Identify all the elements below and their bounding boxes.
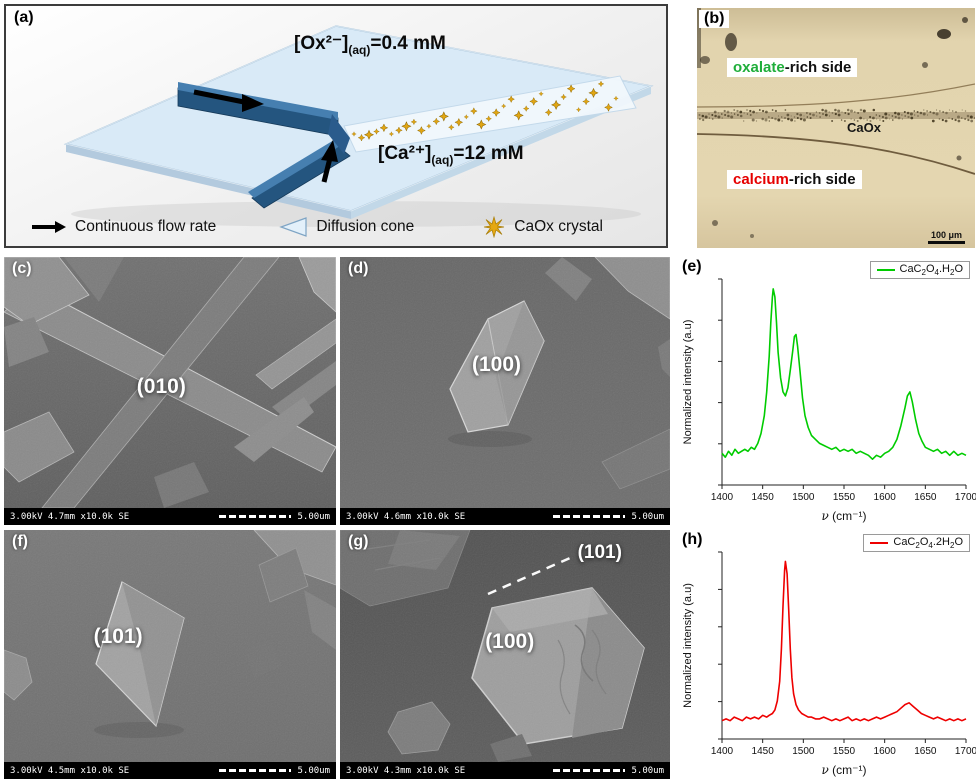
legend-line-swatch: [870, 542, 889, 545]
sem-panel-d: (d) (100) 3.00kV 4.6mm x10.0k SE 5.00um: [340, 257, 670, 525]
oxalate-value: =0.4 mM: [370, 33, 446, 54]
svg-text:1550: 1550: [833, 492, 856, 503]
svg-text:1500: 1500: [792, 746, 815, 757]
scale-label: 5.00um: [631, 765, 664, 776]
crystal-face-100-label: (100): [485, 629, 535, 653]
oxalate-ion: [Ox²⁻]: [294, 33, 349, 54]
crystal-face-101-label: (101): [93, 624, 143, 648]
svg-text:Normalized intensity (a.u): Normalized intensity (a.u): [682, 320, 694, 445]
aq-subscript: (aq): [431, 153, 454, 167]
oxalate-rest: -rich side: [784, 59, 852, 76]
sem-settings-text: 3.00kV 4.3mm x10.0k SE: [346, 765, 466, 776]
panel-label-d: (d): [348, 260, 369, 277]
calcium-rest: -rich side: [788, 171, 856, 188]
microfluidic-chip-art: [63, 25, 654, 227]
sem-info-bar: 3.00kV 4.3mm x10.0k SE 5.00um: [340, 762, 670, 779]
crystal-face-100-label: (100): [472, 353, 522, 377]
calcium-word: calcium: [733, 171, 789, 188]
oxalate-word: oxalate: [733, 59, 785, 76]
panel-label-f: (f): [12, 533, 28, 550]
panel-label-a: (a): [14, 9, 34, 26]
scale-label: 5.00um: [297, 765, 330, 776]
channel-micrograph-art: [697, 8, 975, 238]
sem-info-bar: 3.00kV 4.5mm x10.0k SE 5.00um: [4, 762, 336, 779]
flow-arrow-icon: [32, 221, 66, 233]
sem-image-d: [340, 257, 670, 508]
legend-text-crystal: CaOx crystal: [514, 218, 603, 235]
oxalate-side-label: oxalate-rich side: [727, 58, 858, 77]
raman-plot-h: 1400 1450 1500 1550 1600 1650 1700 ν (cm⁻¹) Norm…: [680, 530, 978, 779]
sem-panel-g: (g) (100) (101) 3.00kV 4.3mm x10.0k SE 5…: [340, 530, 670, 779]
scale-ruler: [553, 515, 626, 518]
aq-subscript: (aq): [348, 43, 371, 57]
svg-text:ν (cm⁻¹): ν (cm⁻¹): [822, 509, 867, 523]
sem-info-bar: 3.00kV 4.6mm x10.0k SE 5.00um: [340, 508, 670, 525]
panel-label-g: (g): [348, 533, 369, 550]
legend-line-swatch: [876, 269, 895, 272]
crystal-face-010-label: (010): [136, 374, 186, 398]
calcium-ion: [Ca²⁺]: [378, 143, 432, 164]
chart-legend-h: CaC2O4.2H2O: [863, 534, 970, 553]
scale-ruler: [553, 769, 626, 772]
caox-crystal-icon: [483, 216, 505, 238]
panel-label-c: (c): [12, 260, 32, 277]
legend-label: CaC2O4.H2O: [899, 263, 964, 278]
svg-text:1700: 1700: [955, 746, 976, 757]
chart-legend-e: CaC2O4.H2O: [869, 261, 970, 280]
scale-ruler: [219, 769, 292, 772]
calcium-side-label: calcium-rich side: [727, 170, 862, 189]
svg-text:1700: 1700: [955, 492, 976, 503]
sem-info-bar: 3.00kV 4.7mm x10.0k SE 5.00um: [4, 508, 336, 525]
crystal-face-101-label: (101): [577, 542, 622, 564]
calcium-value: =12 mM: [453, 143, 524, 164]
sem-settings-text: 3.00kV 4.6mm x10.0k SE: [346, 511, 466, 522]
svg-text:1400: 1400: [711, 746, 734, 757]
svg-text:1450: 1450: [752, 492, 775, 503]
raman-plot-e: 1400 1450 1500 1550 1600 1650 1700 ν (cm⁻¹) Norm…: [680, 257, 978, 525]
svg-text:1600: 1600: [874, 492, 897, 503]
panel-label-b: (b): [699, 10, 730, 28]
panel-b-micrograph: (b) oxalate-rich side CaOx calcium-rich …: [697, 8, 975, 248]
sem-settings-text: 3.00kV 4.5mm x10.0k SE: [10, 765, 130, 776]
raman-chart-monohydrate: 1400 1450 1500 1550 1600 1650 1700 ν (cm⁻¹) Norm…: [680, 257, 978, 525]
diffusion-cone-icon: [279, 217, 307, 237]
raman-chart-dihydrate: 1400 1450 1500 1550 1600 1650 1700 ν (cm⁻¹) Norm…: [680, 530, 978, 779]
scale-ruler: [219, 515, 292, 518]
legend-text-cone: Diffusion cone: [316, 218, 415, 235]
oxalate-concentration-label: [Ox²⁻](aq)=0.4 mM: [294, 32, 446, 57]
panel-label-e: (e): [682, 258, 702, 275]
svg-text:1400: 1400: [711, 492, 734, 503]
caox-channel-label: CaOx: [847, 120, 881, 135]
sem-image-c: [4, 257, 336, 508]
panel-label-h: (h): [682, 531, 703, 548]
legend-text-flow: Continuous flow rate: [75, 218, 217, 235]
scale-bar-100um: 100 μm: [927, 230, 965, 244]
panel-a-schematic: (a) [Ox²⁻](aq)=0.4 mM [Ca²⁺](aq)=12 mM C…: [4, 4, 668, 248]
sem-image-g: [340, 530, 670, 762]
calcium-concentration-label: [Ca²⁺](aq)=12 mM: [378, 142, 524, 167]
sem-settings-text: 3.00kV 4.7mm x10.0k SE: [10, 511, 130, 522]
svg-text:1500: 1500: [792, 492, 815, 503]
svg-text:1650: 1650: [914, 746, 937, 757]
schematic-legend: Continuous flow rate Diffusion cone CaOx…: [32, 216, 658, 238]
svg-text:Normalized intensity (a.u): Normalized intensity (a.u): [682, 583, 694, 708]
legend-label: CaC2O4.2H2O: [893, 536, 963, 551]
sem-panel-f: (f) (101) 3.00kV 4.5mm x10.0k SE 5.00um: [4, 530, 336, 779]
sem-image-f: [4, 530, 336, 762]
svg-text:1450: 1450: [752, 746, 775, 757]
svg-text:1600: 1600: [874, 746, 897, 757]
scale-label: 5.00um: [631, 511, 664, 522]
svg-text:ν (cm⁻¹): ν (cm⁻¹): [822, 763, 867, 777]
sem-panel-c: (c) (010) 3.00kV 4.7mm x10.0k SE 5.00um: [4, 257, 336, 525]
scale-label: 5.00um: [297, 511, 330, 522]
svg-text:1650: 1650: [914, 492, 937, 503]
svg-text:1550: 1550: [833, 746, 856, 757]
